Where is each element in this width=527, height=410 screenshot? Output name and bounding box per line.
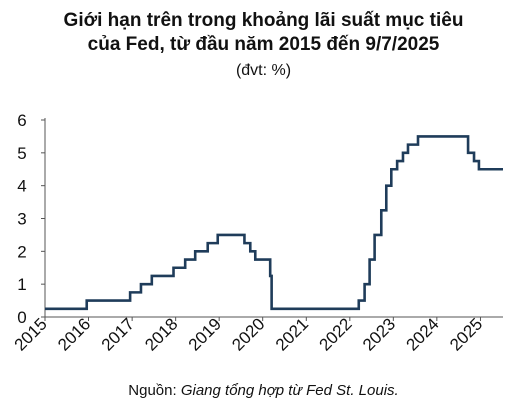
source-text: Giang tổng hợp từ Fed St. Louis.: [180, 382, 399, 399]
y-tick-label: 2: [17, 242, 26, 261]
chart-title-line-1: Giới hạn trên trong khoảng lãi suất mục …: [63, 10, 464, 31]
chart-axes: [44, 118, 503, 318]
source-prefix: Nguồn:: [128, 382, 181, 399]
series-layer: [45, 135, 503, 311]
x-axis-ticks: 2015 2016 2017 2018 2019 2020 2021 2022 2023 2024…: [11, 314, 487, 354]
y-tick-label: 4: [17, 177, 26, 196]
y-axis-ticks: 0 1 2 3 4 5 6: [17, 111, 45, 327]
y-tick-label: 5: [17, 144, 26, 163]
source-note: Nguồn: Giang tổng hợp từ Fed St. Louis.: [0, 382, 527, 399]
y-tick-label: 3: [17, 210, 26, 229]
unit-label: (đvt: %): [235, 62, 292, 79]
y-tick-label: 0: [17, 308, 26, 327]
chart-title-line-2: của Fed, từ đầu năm 2015 đến 9/7/2025: [87, 34, 440, 55]
y-tick-label: 1: [17, 275, 26, 294]
y-tick-label: 6: [17, 111, 26, 130]
rate-series-line: [45, 135, 503, 311]
